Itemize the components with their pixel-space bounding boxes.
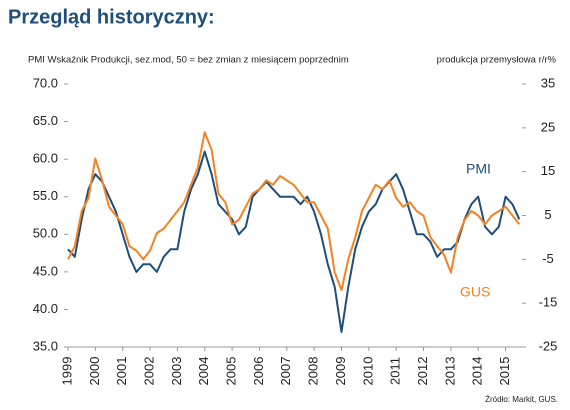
- y-tick-label: 35.0: [33, 338, 58, 353]
- x-tick-label: 2010: [360, 357, 375, 386]
- y2-tick-label: 5: [544, 207, 551, 222]
- y2-tick-label: 25: [541, 119, 555, 134]
- x-tick-label: 2000: [87, 357, 102, 386]
- x-tick-label: 2011: [388, 357, 403, 385]
- legend-label: GUS: [460, 284, 490, 300]
- x-tick-label: 2013: [442, 357, 457, 386]
- x-tick-label: 2003: [169, 357, 184, 386]
- x-tick-label: 2007: [278, 357, 293, 386]
- x-tick-label: 2002: [141, 357, 156, 386]
- y-axis-label: PMI Wskaźnik Produkcji, sez.mod, 50 = be…: [28, 55, 349, 66]
- y-tick-label: 60.0: [33, 151, 58, 166]
- x-tick-label: 2008: [306, 357, 321, 386]
- x-tick-label: 2001: [114, 357, 129, 386]
- x-tick-label: 2005: [224, 357, 239, 386]
- y-tick-label: 55.0: [33, 188, 58, 203]
- x-tick-label: 2015: [497, 357, 512, 386]
- y2-tick-label: 35: [541, 75, 555, 90]
- y2-tick-label: -25: [539, 338, 558, 353]
- y2-tick-label: 15: [541, 163, 555, 178]
- y2-axis-label: produkcja przemysłowa r/r%: [437, 55, 557, 66]
- series-line: [67, 150, 521, 333]
- y-tick-label: 70.0: [33, 75, 58, 90]
- chart-title: Przegląd historyczny:: [8, 6, 215, 28]
- x-tick-label: 2006: [251, 357, 266, 386]
- y2-tick-label: -5: [542, 251, 554, 266]
- legend-label: PMI: [466, 161, 491, 177]
- series-line: [67, 131, 521, 291]
- x-tick-label: 2012: [415, 357, 430, 386]
- source-note: Źródło: Markit, GUS.: [485, 395, 558, 404]
- x-tick-label: 2009: [333, 357, 348, 386]
- y2-tick-label: -15: [539, 295, 558, 310]
- y-tick-label: 40.0: [33, 301, 58, 316]
- x-tick-label: 2014: [470, 357, 485, 386]
- y-tick-label: 65.0: [33, 113, 58, 128]
- y-tick-label: 45.0: [33, 263, 58, 278]
- y-tick-label: 50.0: [33, 226, 58, 241]
- x-tick-label: 1999: [59, 357, 74, 386]
- x-tick-label: 2004: [196, 357, 211, 386]
